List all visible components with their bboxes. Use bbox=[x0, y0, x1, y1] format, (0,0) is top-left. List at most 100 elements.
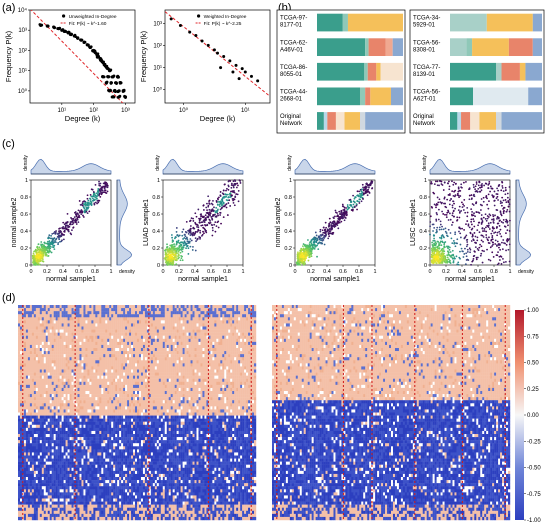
heatmap-cell bbox=[186, 314, 189, 318]
heatmap-cell bbox=[97, 341, 100, 346]
heatmap-cell bbox=[156, 341, 160, 346]
scatter-point bbox=[168, 247, 171, 249]
heatmap-cell bbox=[196, 317, 199, 321]
scatter-point bbox=[100, 187, 102, 190]
scatter-point bbox=[446, 234, 448, 237]
scatter-point bbox=[175, 249, 178, 252]
scatter-point bbox=[349, 203, 352, 206]
scatter-point bbox=[429, 225, 432, 228]
scatter-point bbox=[451, 180, 453, 183]
heatmap-cell bbox=[254, 323, 257, 327]
scatter-point bbox=[95, 192, 98, 195]
scatter-point bbox=[83, 200, 86, 202]
heatmap-cell bbox=[154, 311, 158, 315]
heatmap-cell bbox=[196, 335, 199, 339]
heatmap-cell bbox=[79, 338, 82, 343]
scatter-point bbox=[337, 215, 340, 218]
scatter-point bbox=[438, 252, 440, 254]
heatmap-cell bbox=[95, 308, 98, 312]
data-point bbox=[116, 90, 120, 94]
scatter-point bbox=[498, 225, 501, 227]
scatter-point bbox=[459, 257, 461, 260]
scatter-point bbox=[96, 202, 99, 205]
scatter-point bbox=[60, 240, 63, 243]
scatter-point bbox=[482, 230, 484, 232]
heatmap-cell bbox=[71, 314, 74, 318]
heatmap-cell bbox=[35, 335, 39, 339]
heatmap-cell bbox=[178, 338, 181, 343]
scatter-point bbox=[239, 180, 242, 182]
heatmap-cell bbox=[113, 326, 116, 330]
heatmap-cell bbox=[234, 341, 237, 346]
heatmap-cell bbox=[111, 344, 114, 349]
heatmap-cell bbox=[35, 332, 39, 336]
heatmap-cell bbox=[220, 323, 223, 327]
scatter-point bbox=[436, 226, 439, 229]
scatter-point bbox=[438, 228, 441, 231]
heatmap-cell bbox=[27, 320, 31, 324]
scatter-point bbox=[327, 237, 330, 240]
heatmap-cell bbox=[160, 311, 163, 315]
heatmap-cell bbox=[150, 323, 154, 327]
top-marginal: density bbox=[422, 155, 511, 175]
scatter-point bbox=[505, 210, 508, 213]
heatmap-cell bbox=[47, 341, 50, 346]
heatmap-cell bbox=[57, 314, 60, 318]
heatmap-cell bbox=[156, 323, 160, 327]
scatter-point bbox=[166, 249, 169, 252]
heatmap-cell bbox=[220, 341, 223, 346]
heatmap-cell bbox=[85, 326, 88, 330]
heatmap-cell bbox=[59, 341, 62, 346]
heatmap-cell bbox=[87, 326, 90, 330]
scatter-point bbox=[85, 210, 88, 213]
scatter-point bbox=[86, 212, 89, 215]
heatmap-cell bbox=[53, 344, 56, 349]
scatter-point bbox=[365, 187, 367, 190]
scatter-point bbox=[98, 180, 100, 183]
heatmap-cell bbox=[176, 305, 179, 309]
heatmap-cell bbox=[194, 308, 197, 312]
heatmap-cell bbox=[59, 326, 62, 330]
heatmap-cell bbox=[81, 308, 84, 312]
heatmap-cell bbox=[158, 317, 161, 321]
bar-segment bbox=[501, 62, 520, 81]
heatmap-cell bbox=[33, 323, 37, 327]
heatmap-cell bbox=[91, 308, 94, 312]
scatter-point bbox=[55, 237, 58, 240]
heatmap-cell bbox=[63, 314, 66, 318]
data-point bbox=[75, 36, 79, 40]
marginal-density-curve bbox=[294, 158, 376, 175]
scatter-point bbox=[470, 194, 473, 196]
scatter-point bbox=[90, 188, 93, 191]
scatter-point bbox=[200, 234, 203, 237]
heatmap-cell bbox=[218, 305, 221, 309]
heatmap-cell bbox=[41, 308, 44, 312]
x-axis-label: normal sample1 bbox=[46, 276, 96, 283]
heatmap-cell bbox=[87, 332, 90, 336]
heatmap-cell bbox=[238, 305, 241, 309]
heatmap-cell bbox=[248, 320, 251, 324]
heatmap-cell bbox=[39, 338, 42, 343]
scatter-point bbox=[474, 250, 476, 253]
scatter-point bbox=[96, 199, 99, 202]
heatmap-cell bbox=[174, 305, 177, 309]
scatter-point bbox=[366, 191, 369, 193]
heatmap-cell bbox=[31, 308, 35, 312]
bar-segment bbox=[390, 87, 403, 106]
heatmap-cell bbox=[166, 332, 169, 336]
bar-label: 5929-01 bbox=[413, 23, 436, 29]
heatmap-cell bbox=[95, 344, 98, 349]
heatmap-cell bbox=[182, 341, 185, 346]
y-tick-label: 0.4 bbox=[20, 229, 28, 235]
heatmap-cell bbox=[53, 323, 56, 327]
scatter-point bbox=[222, 201, 225, 204]
heatmap-cell bbox=[248, 338, 251, 343]
heatmap-cell bbox=[77, 317, 80, 321]
y-tick-label: 0 bbox=[25, 263, 28, 269]
heatmap-cell bbox=[135, 338, 138, 343]
scatter-point bbox=[32, 252, 35, 255]
scatter-point bbox=[494, 214, 496, 217]
heatmap-cell bbox=[71, 341, 74, 346]
heatmap-cell bbox=[180, 320, 183, 324]
heatmap-cell bbox=[222, 311, 225, 315]
